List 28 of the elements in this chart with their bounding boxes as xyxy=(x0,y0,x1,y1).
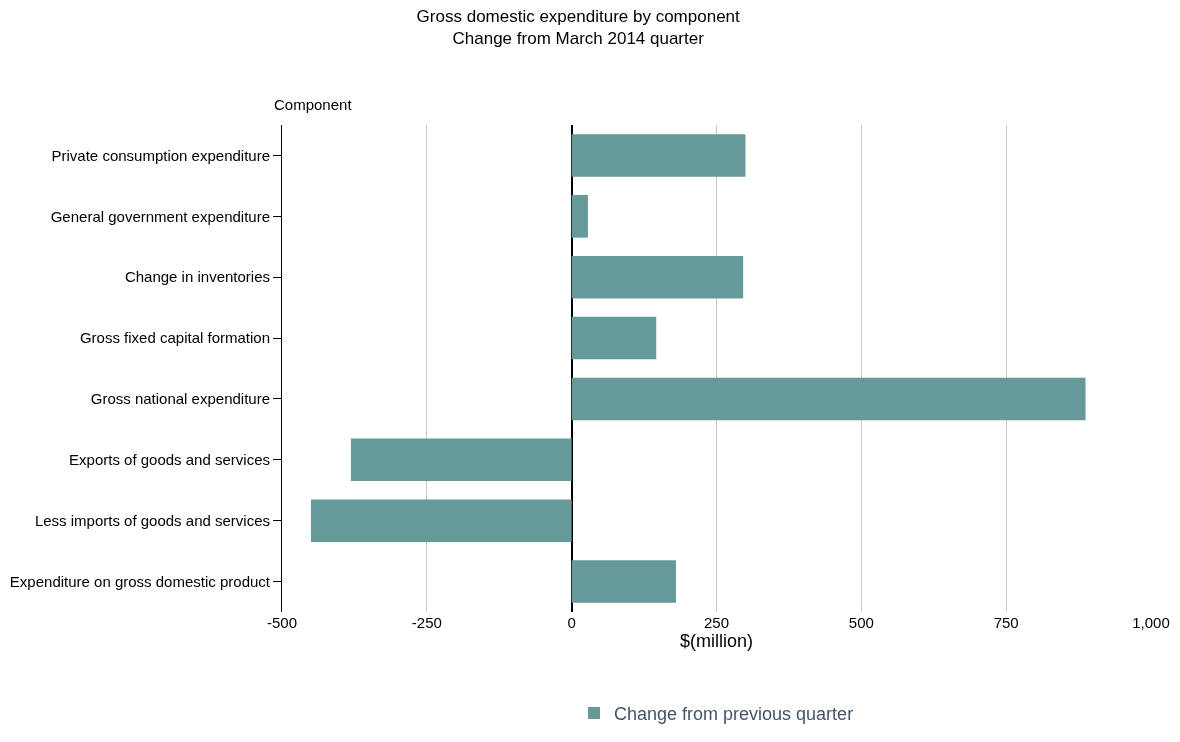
chart-title: Gross domestic expenditure by component xyxy=(416,7,741,27)
y-tick-label: Gross fixed capital formation xyxy=(79,329,270,347)
y-tick-label: Expenditure on gross domestic product xyxy=(9,572,271,590)
y-tick-label: Exports of goods and services xyxy=(69,451,270,469)
x-tick-label: 500 xyxy=(848,614,874,631)
y-tick-label: Less imports of goods and services xyxy=(34,511,270,529)
bar xyxy=(350,438,572,482)
y-tick-label: Gross national expenditure xyxy=(90,390,270,408)
bar xyxy=(571,316,657,360)
chart-subtitle: Change from March 2014 quarter xyxy=(452,29,705,49)
y-tick-label: General government expenditure xyxy=(50,207,270,225)
bar xyxy=(571,255,744,299)
y-axis-title: Component xyxy=(274,96,353,113)
x-tick-label: 750 xyxy=(993,614,1019,631)
x-tick-label: -500 xyxy=(266,614,298,631)
y-tick-label: Private consumption expenditure xyxy=(51,146,270,164)
y-tick-label: Change in inventories xyxy=(124,268,270,286)
bar xyxy=(571,195,588,238)
bar xyxy=(310,499,572,542)
x-axis-title: $(million) xyxy=(679,631,754,652)
bar xyxy=(571,134,746,177)
bar xyxy=(571,377,1086,421)
x-tick-label: 1,000 xyxy=(1132,614,1170,631)
x-tick-label: 250 xyxy=(703,614,730,631)
x-tick-label: -250 xyxy=(411,614,442,631)
x-tick-label: 0 xyxy=(567,614,576,631)
legend-label: Change from previous quarter xyxy=(614,704,854,725)
bar xyxy=(571,560,676,603)
